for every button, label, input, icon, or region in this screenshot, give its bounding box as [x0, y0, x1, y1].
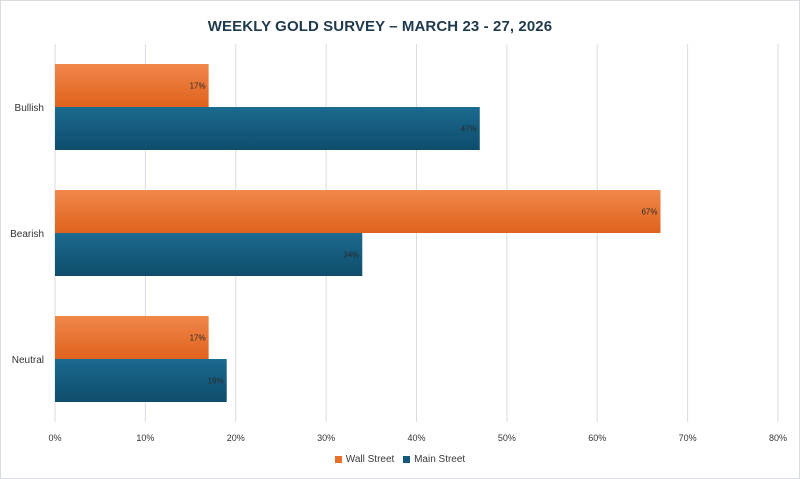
legend-label-wall-street: Wall Street: [345, 454, 395, 465]
bar-wall-street-bearish: [55, 190, 661, 233]
bar-main-street-bullish: [55, 107, 480, 150]
bars: 17% 47% 67% 34% 17% 19%: [55, 64, 661, 402]
data-label: 47%: [461, 125, 477, 134]
x-tick-label: 80%: [769, 433, 787, 443]
legend-label-main-street: Main Street: [414, 454, 466, 465]
x-tick-labels: 0% 10% 20% 30% 40% 50% 60% 70% 80%: [48, 433, 787, 443]
bar-wall-street-bullish: [55, 64, 209, 107]
bar-main-street-bearish: [55, 233, 363, 276]
category-label-bullish: Bullish: [15, 103, 44, 114]
legend-item-main-street: Main Street: [403, 454, 465, 465]
x-tick-label: 20%: [227, 433, 245, 443]
data-label: 17%: [190, 82, 206, 91]
bar-wall-street-neutral: [55, 316, 209, 359]
x-tick-label: 70%: [679, 433, 697, 443]
x-tick-label: 10%: [136, 433, 154, 443]
legend-swatch-main-street: [403, 456, 411, 463]
x-tick-label: 60%: [588, 433, 606, 443]
legend: Wall Street Main Street: [0, 454, 800, 466]
bar-main-street-neutral: [55, 359, 227, 402]
legend-swatch-wall-street: [334, 456, 342, 463]
x-tick-label: 0%: [48, 433, 61, 443]
chart-title: WEEKLY GOLD SURVEY – MARCH 23 - 27, 2026: [207, 18, 553, 35]
data-label: 34%: [343, 251, 359, 260]
x-tick-label: 30%: [317, 433, 335, 443]
category-label-neutral: Neutral: [12, 355, 44, 366]
x-tick-label: 50%: [498, 433, 516, 443]
category-labels: Bullish Bearish Neutral: [10, 103, 44, 366]
data-label: 67%: [641, 208, 657, 217]
category-label-bearish: Bearish: [10, 229, 44, 240]
legend-item-wall-street: Wall Street: [334, 454, 395, 465]
data-label: 19%: [208, 377, 224, 386]
x-tick-label: 40%: [407, 433, 425, 443]
data-label: 17%: [190, 334, 206, 343]
